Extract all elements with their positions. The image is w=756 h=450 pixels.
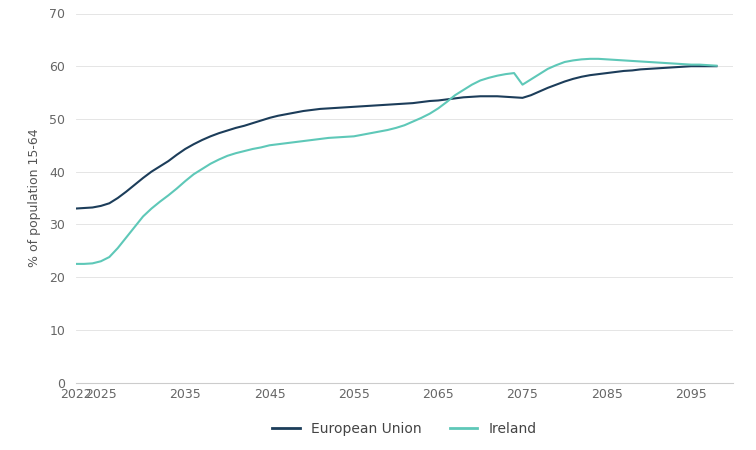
Ireland	[585, 56, 594, 62]
Ireland	[712, 63, 721, 68]
European Union	[197, 137, 206, 143]
Ireland	[282, 140, 291, 146]
European Union	[349, 104, 358, 109]
European Union	[333, 105, 342, 111]
Ireland	[425, 111, 434, 117]
European Union	[290, 110, 299, 115]
Legend: European Union, Ireland: European Union, Ireland	[267, 417, 542, 442]
Ireland	[349, 134, 358, 139]
European Union	[712, 63, 721, 69]
European Union	[282, 112, 291, 117]
Line: European Union: European Union	[76, 66, 717, 208]
Y-axis label: % of population 15-64: % of population 15-64	[28, 129, 41, 267]
Ireland	[71, 261, 80, 266]
European Union	[686, 63, 696, 69]
Ireland	[197, 166, 206, 172]
European Union	[71, 206, 80, 211]
Ireland	[290, 140, 299, 145]
European Union	[425, 98, 434, 104]
Line: Ireland: Ireland	[76, 59, 717, 264]
Ireland	[333, 135, 342, 140]
